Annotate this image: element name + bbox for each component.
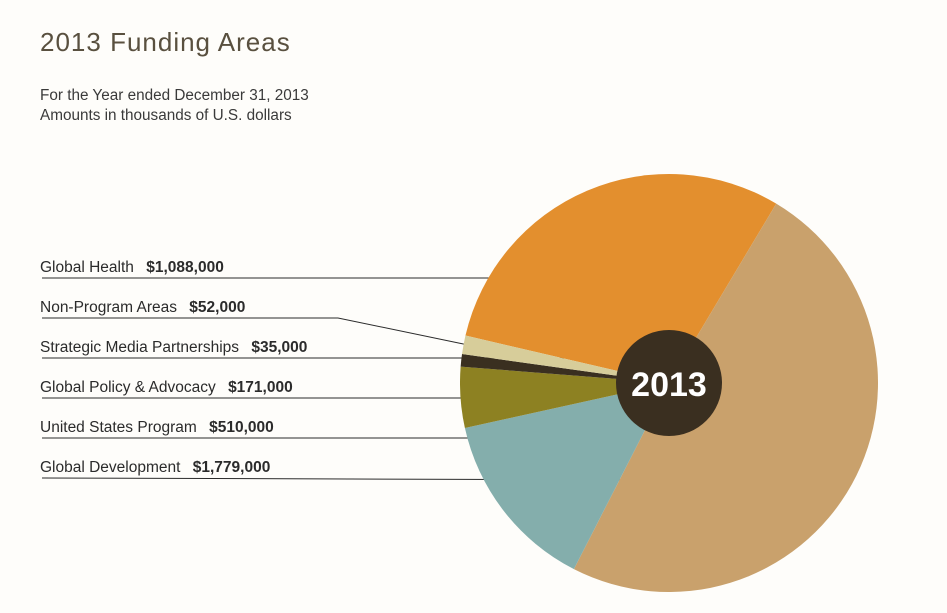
svg-text:2013: 2013 — [631, 366, 707, 404]
